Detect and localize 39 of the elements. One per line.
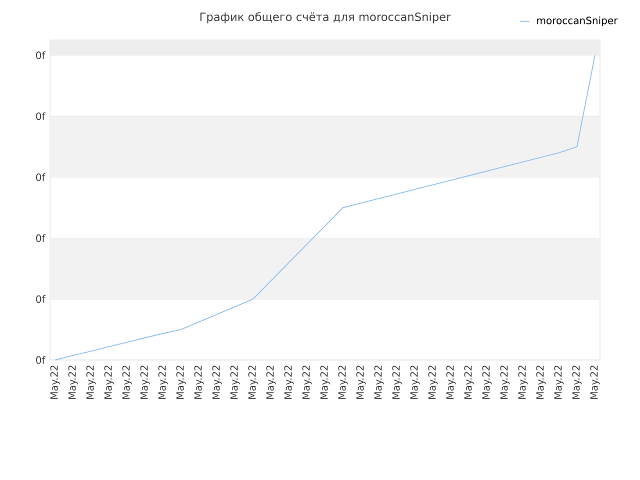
x-tick-label: May.22 [158, 366, 168, 399]
text: 0f [36, 51, 46, 60]
x-tick-label: May.22 [518, 366, 528, 399]
x-tick-label: May.22 [464, 366, 474, 399]
x-tick-label: May.22 [410, 366, 420, 399]
legend-label: moroccanSniper [537, 16, 618, 26]
x-tick-label: May.22 [284, 366, 294, 399]
x-tick-label: May.22 [446, 366, 456, 399]
x-tick-label: May.22 [266, 366, 276, 399]
x-tick-label: May.22 [536, 366, 546, 399]
x-tick-label: May.22 [374, 366, 384, 399]
x-tick-label: May.22 [212, 366, 222, 399]
x-tick-label: May.22 [320, 366, 330, 399]
x-tick-label: May.22 [50, 366, 60, 399]
x-tick-label: May.22 [68, 366, 78, 399]
x-tick-label: May.22 [140, 366, 150, 399]
x-tick-label: May.22 [230, 366, 240, 399]
x-tick-label: May.22 [302, 366, 312, 399]
x-tick-label: May.22 [86, 366, 96, 399]
x-tick-label: May.22 [194, 366, 204, 399]
x-tick-label: May.22 [176, 366, 186, 399]
text: 0f [36, 234, 46, 242]
x-tick-label: May.22 [122, 366, 132, 399]
x-tick-label: May.22 [572, 366, 582, 399]
text: 0f [36, 356, 46, 364]
text: 0f [36, 295, 46, 303]
chart-title: График общего счёта для moroccanSniper [200, 12, 451, 24]
x-tick-label: May.22 [500, 366, 510, 399]
x-tick-label: May.22 [590, 366, 600, 399]
x-tick-label: May.22 [338, 366, 348, 399]
x-tick-label: May.22 [104, 366, 114, 399]
text: 0f [36, 173, 46, 182]
x-tick-label: May.22 [392, 366, 402, 399]
x-tick-label: May.22 [356, 366, 366, 399]
x-tick-label: May.22 [482, 366, 492, 399]
x-tick-label: May.22 [554, 366, 564, 399]
text: 0f [36, 112, 46, 120]
x-tick-label: May.22 [428, 366, 438, 399]
x-tick-label: May.22 [248, 366, 258, 399]
